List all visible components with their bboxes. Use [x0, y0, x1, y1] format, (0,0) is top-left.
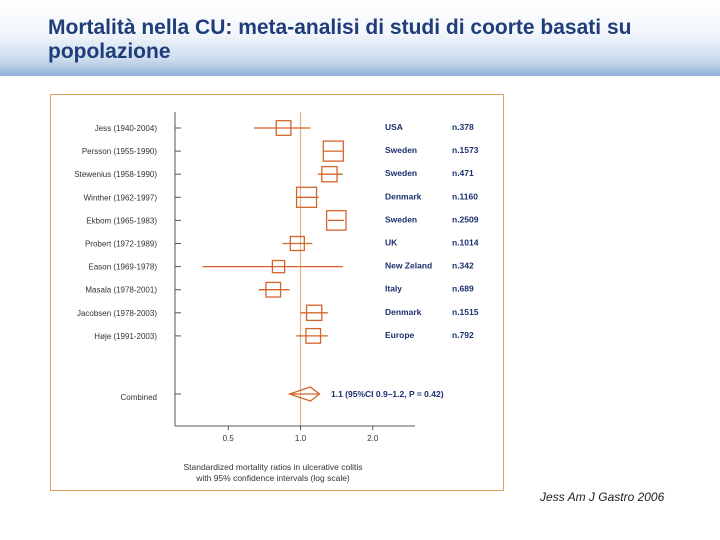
study-country: Italy: [385, 284, 402, 294]
study-label: Probert (1972-1989): [85, 240, 157, 249]
study-label: Winther (1962-1997): [84, 193, 158, 202]
study-country: USA: [385, 122, 403, 132]
x-tick-label: 0.5: [223, 434, 235, 443]
study-label: Jess (1940-2004): [95, 124, 158, 133]
point-estimate: [325, 210, 347, 231]
study-n: n.1160: [452, 191, 478, 201]
point-estimate: [305, 304, 323, 322]
combined-summary: 1.1 (95%CI 0.9–1.2, P = 0.42): [331, 389, 444, 399]
study-country: Sweden: [385, 145, 417, 155]
combined-diamond: [287, 386, 321, 402]
point-estimate: [275, 120, 292, 136]
study-country: Denmark: [385, 307, 422, 317]
point-estimate: [265, 281, 282, 298]
x-tick-label: 1.0: [295, 434, 307, 443]
point-estimate: [271, 259, 286, 274]
figure-frame: [50, 94, 504, 491]
study-country: UK: [385, 238, 398, 248]
study-n: n.2509: [452, 214, 479, 224]
study-label: Ekbom (1965-1983): [86, 216, 157, 225]
study-country: New Zeland: [385, 261, 432, 271]
study-country: Sweden: [385, 168, 417, 178]
point-estimate: [322, 140, 344, 162]
study-label: Masala (1978-2001): [85, 286, 157, 295]
study-n: n.792: [452, 330, 474, 340]
study-n: n.471: [452, 168, 474, 178]
point-estimate: [305, 327, 322, 344]
study-n: n.342: [452, 261, 474, 271]
study-country: Sweden: [385, 214, 417, 224]
study-n: n.689: [452, 284, 474, 294]
study-label: Eason (1969-1978): [89, 263, 158, 272]
x-tick-label: 2.0: [367, 434, 379, 443]
study-label: Høje (1991-2003): [94, 332, 157, 341]
study-label: Stewenius (1958-1990): [74, 170, 157, 179]
x-axis-label: with 95% confidence intervals (log scale…: [195, 473, 350, 483]
point-estimate: [321, 165, 338, 183]
study-n: n.1573: [452, 145, 479, 155]
study-n: n.1014: [452, 238, 479, 248]
study-label: Jacobsen (1978-2003): [77, 309, 157, 318]
combined-label: Combined: [121, 393, 157, 402]
title-band: [0, 0, 720, 76]
point-estimate: [289, 235, 305, 252]
citation: Jess Am J Gastro 2006: [540, 490, 665, 504]
study-label: Persson (1955-1990): [82, 147, 157, 156]
study-country: Europe: [385, 330, 415, 340]
study-country: Denmark: [385, 191, 422, 201]
x-axis-label: Standardized mortality ratios in ulcerat…: [183, 462, 362, 472]
point-estimate: [295, 186, 318, 208]
study-n: n.1515: [452, 307, 479, 317]
slide-title: Mortalità nella CU: meta-analisi di stud…: [48, 16, 632, 63]
study-n: n.378: [452, 122, 474, 132]
